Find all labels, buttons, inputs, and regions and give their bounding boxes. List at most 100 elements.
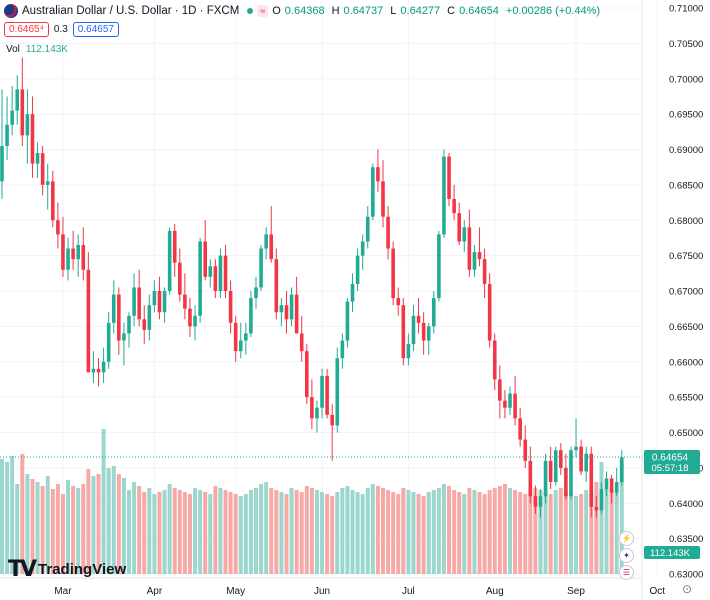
candle-body[interactable] — [213, 266, 218, 291]
candle-body[interactable] — [452, 199, 456, 214]
candle-body[interactable] — [355, 255, 360, 284]
candle-body[interactable] — [10, 110, 14, 125]
candle-body[interactable] — [442, 156, 446, 235]
candle-body[interactable] — [0, 145, 4, 182]
candle-body[interactable] — [5, 124, 9, 146]
candle-body[interactable] — [249, 298, 253, 334]
candle-body[interactable] — [406, 344, 411, 359]
candle-body[interactable] — [569, 450, 573, 497]
candle-body[interactable] — [172, 230, 177, 263]
candle-body[interactable] — [365, 216, 370, 242]
candle-body[interactable] — [228, 291, 233, 323]
candle-body[interactable] — [137, 287, 141, 320]
candle-body[interactable] — [579, 446, 583, 472]
candle-body[interactable] — [71, 248, 75, 260]
candle-body[interactable] — [487, 283, 492, 341]
candle-body[interactable] — [61, 234, 65, 270]
candle-body[interactable] — [589, 453, 594, 507]
candle-body[interactable] — [274, 259, 279, 313]
candle-body[interactable] — [482, 259, 487, 284]
candle-body[interactable] — [310, 397, 314, 419]
candle-body[interactable] — [51, 181, 55, 221]
candle-body[interactable] — [523, 439, 528, 461]
candle-body[interactable] — [416, 315, 421, 323]
sell-button[interactable]: 0.6465⁴ — [4, 22, 49, 37]
candle-body[interactable] — [198, 241, 202, 316]
candle-body[interactable] — [244, 333, 248, 341]
tradingview-logo[interactable]: TV TradingView — [8, 557, 126, 582]
candle-body[interactable] — [117, 294, 121, 341]
candle-body[interactable] — [376, 167, 380, 182]
candle-body[interactable] — [208, 266, 213, 277]
candle-body[interactable] — [472, 252, 477, 270]
candle-body[interactable] — [305, 351, 309, 398]
candle-body[interactable] — [396, 298, 401, 306]
alert-icon[interactable]: ≈ — [257, 5, 269, 17]
candle-body[interactable] — [345, 301, 350, 341]
candle-body[interactable] — [457, 213, 461, 242]
candle-body[interactable] — [167, 230, 172, 291]
candle-body[interactable] — [401, 305, 406, 359]
candle-body[interactable] — [330, 414, 334, 426]
candle-body[interactable] — [426, 326, 431, 341]
candle-body[interactable] — [492, 340, 497, 380]
candle-body[interactable] — [574, 446, 578, 451]
candle-body[interactable] — [15, 89, 20, 111]
candle-body[interactable] — [45, 181, 50, 185]
candle-body[interactable] — [259, 248, 263, 288]
candle-body[interactable] — [203, 241, 207, 277]
candle-body[interactable] — [162, 291, 167, 313]
candle-body[interactable] — [122, 333, 126, 341]
candle-body[interactable] — [96, 368, 101, 373]
candle-body[interactable] — [543, 460, 548, 497]
lightning-icon[interactable]: ⚡ — [619, 531, 634, 546]
candle-body[interactable] — [86, 269, 91, 373]
candle-body[interactable] — [350, 283, 355, 302]
candle-body[interactable] — [584, 453, 588, 472]
candle-body[interactable] — [254, 287, 258, 299]
candle-body[interactable] — [325, 375, 329, 415]
candle-body[interactable] — [289, 294, 294, 320]
candle-body[interactable] — [269, 234, 274, 260]
candle-body[interactable] — [498, 379, 502, 401]
candle-body[interactable] — [111, 294, 116, 323]
candle-body[interactable] — [528, 460, 533, 497]
candle-body[interactable] — [604, 478, 609, 490]
candle-body[interactable] — [142, 319, 147, 330]
candle-body[interactable] — [467, 227, 472, 270]
au-flag-icon[interactable]: ✦ — [619, 548, 634, 563]
candle-body[interactable] — [106, 322, 111, 362]
candle-body[interactable] — [340, 340, 345, 359]
candle-body[interactable] — [218, 255, 223, 291]
clock-icon[interactable]: ⊙ — [682, 582, 693, 596]
candle-body[interactable] — [25, 114, 30, 136]
candle-body[interactable] — [320, 375, 324, 408]
candle-body[interactable] — [559, 450, 563, 468]
candle-body[interactable] — [233, 322, 238, 352]
symbol-title[interactable]: Australian Dollar / U.S. Dollar · 1D · F… — [22, 5, 240, 17]
candle-body[interactable] — [101, 361, 106, 373]
candle-body[interactable] — [127, 315, 131, 334]
candle-body[interactable] — [56, 220, 60, 235]
candle-body[interactable] — [264, 234, 268, 249]
buy-button[interactable]: 0.64657 — [72, 22, 119, 37]
candle-body[interactable] — [548, 460, 553, 483]
candle-body[interactable] — [421, 322, 426, 341]
candle-body[interactable] — [132, 287, 136, 316]
candle-body[interactable] — [91, 368, 96, 373]
candle-body[interactable] — [609, 478, 614, 493]
candle-body[interactable] — [437, 234, 441, 299]
us-flag-icon[interactable]: ☰ — [619, 565, 634, 580]
volume-legend[interactable]: Vol 112.143K — [6, 44, 68, 55]
candle-body[interactable] — [157, 291, 162, 313]
candle-body[interactable] — [193, 315, 197, 327]
candle-body[interactable] — [513, 393, 517, 419]
candle-body[interactable] — [371, 167, 375, 217]
candle-body[interactable] — [381, 181, 385, 217]
candle-body[interactable] — [81, 245, 86, 270]
candle-body[interactable] — [30, 114, 35, 164]
candle-body[interactable] — [223, 255, 228, 291]
candle-body[interactable] — [477, 252, 482, 260]
